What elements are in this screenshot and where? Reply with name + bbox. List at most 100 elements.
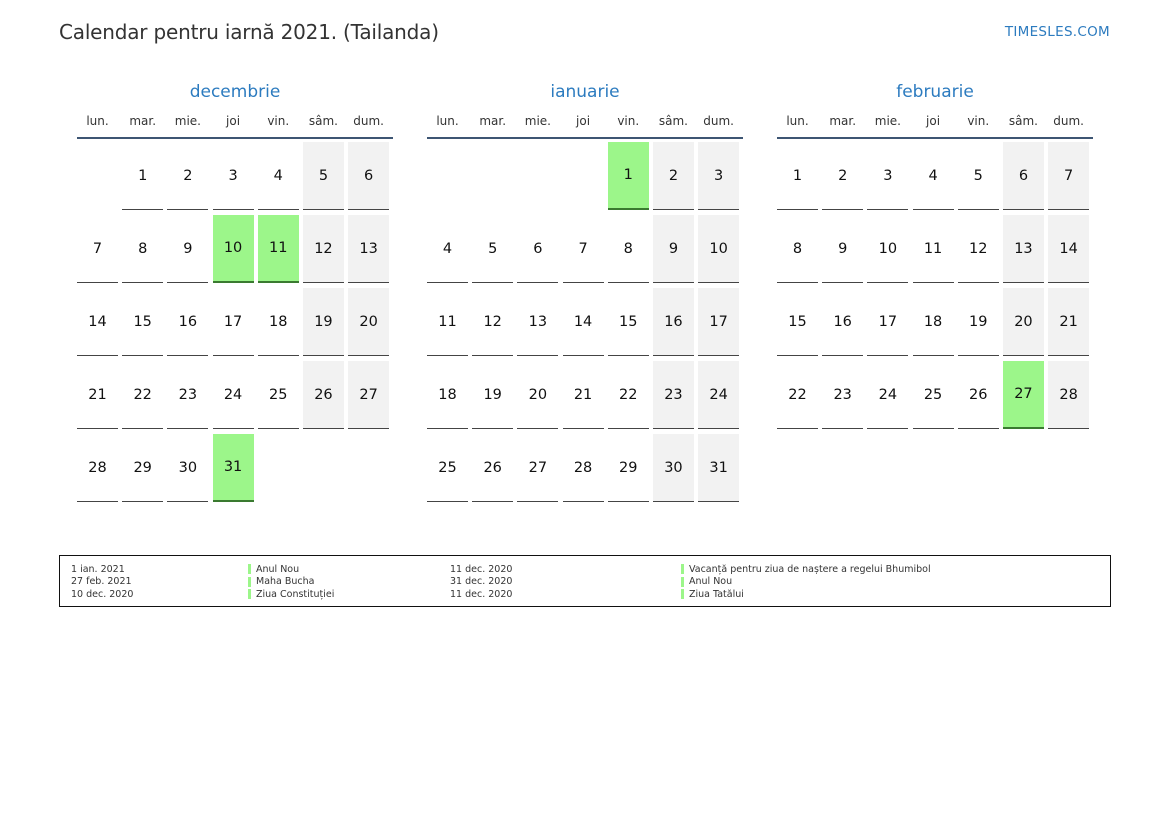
day-cell[interactable]: 13 [1002, 215, 1044, 283]
legend-date: 11 dec. 2020 [450, 563, 513, 575]
day-cell[interactable]: 1 [122, 142, 164, 210]
legend-item: Anul Nou [248, 563, 334, 576]
legend-names-right: Vacanță pentru ziua de naștere a regelui… [681, 563, 931, 601]
day-cell[interactable]: 25 [257, 361, 299, 429]
day-cell[interactable]: 18 [912, 288, 954, 356]
day-cell[interactable]: 5 [472, 215, 514, 283]
day-cell[interactable]: 9 [167, 215, 209, 283]
day-cell[interactable]: 12 [472, 288, 514, 356]
day-cell[interactable]: 20 [1002, 288, 1044, 356]
day-cell[interactable]: 27 [348, 361, 390, 429]
day-cell[interactable]: 19 [302, 288, 344, 356]
day-cell[interactable]: 24 [212, 361, 254, 429]
day-cell[interactable]: 27 [517, 434, 559, 502]
day-cell[interactable]: 28 [1048, 361, 1090, 429]
day-cell[interactable]: 21 [562, 361, 604, 429]
day-cell[interactable]: 23 [822, 361, 864, 429]
day-cell[interactable]: 30 [167, 434, 209, 502]
day-cell[interactable]: 3 [867, 142, 909, 210]
day-cell[interactable]: 14 [1048, 215, 1090, 283]
week-row: 28 29 30 31 [77, 434, 393, 502]
day-cell[interactable]: 2 [652, 142, 694, 210]
day-cell[interactable]: 14 [77, 288, 118, 356]
day-cell[interactable]: 15 [607, 288, 649, 356]
day-cell[interactable]: 28 [562, 434, 604, 502]
day-cell[interactable]: 28 [77, 434, 118, 502]
day-cell[interactable]: 11 [912, 215, 954, 283]
day-cell[interactable]: 2 [167, 142, 209, 210]
day-cell[interactable]: 22 [777, 361, 818, 429]
day-cell[interactable]: 3 [698, 142, 740, 210]
day-cell[interactable]: 9 [822, 215, 864, 283]
day-cell[interactable]: 8 [607, 215, 649, 283]
day-cell[interactable]: 26 [302, 361, 344, 429]
day-cell[interactable]: 6 [348, 142, 390, 210]
day-cell[interactable]: 23 [652, 361, 694, 429]
holiday-day-cell[interactable]: 11 [257, 215, 299, 283]
day-cell[interactable]: 15 [122, 288, 164, 356]
day-cell[interactable]: 16 [822, 288, 864, 356]
day-cell[interactable]: 26 [957, 361, 999, 429]
day-cell[interactable]: 4 [257, 142, 299, 210]
day-cell[interactable]: 17 [212, 288, 254, 356]
day-cell[interactable]: 23 [167, 361, 209, 429]
day-cell[interactable]: 20 [348, 288, 390, 356]
day-cell[interactable]: 15 [777, 288, 818, 356]
day-cell[interactable]: 16 [167, 288, 209, 356]
day-cell[interactable]: 8 [777, 215, 818, 283]
day-cell[interactable]: 21 [1048, 288, 1090, 356]
day-cell[interactable]: 16 [652, 288, 694, 356]
holiday-day-cell[interactable]: 31 [212, 434, 254, 502]
day-cell[interactable]: 10 [867, 215, 909, 283]
empty-day-cell [563, 142, 604, 210]
day-cell[interactable]: 14 [562, 288, 604, 356]
day-cell[interactable]: 24 [698, 361, 740, 429]
day-cell[interactable]: 19 [472, 361, 514, 429]
day-cell[interactable]: 10 [698, 215, 740, 283]
day-cell[interactable]: 17 [867, 288, 909, 356]
day-cell[interactable]: 4 [912, 142, 954, 210]
day-cell[interactable]: 11 [427, 288, 468, 356]
day-cell[interactable]: 13 [517, 288, 559, 356]
day-cell[interactable]: 6 [1002, 142, 1044, 210]
day-cell[interactable]: 13 [348, 215, 390, 283]
legend-date: 11 dec. 2020 [450, 588, 513, 600]
day-cell[interactable]: 7 [562, 215, 604, 283]
day-cell[interactable]: 29 [122, 434, 164, 502]
day-cell[interactable]: 25 [427, 434, 468, 502]
site-link[interactable]: TIMESLES.COM [1004, 24, 1110, 40]
holiday-day-cell[interactable]: 27 [1002, 361, 1044, 429]
day-cell[interactable]: 17 [698, 288, 740, 356]
day-cell[interactable]: 26 [472, 434, 514, 502]
day-cell[interactable]: 22 [122, 361, 164, 429]
day-cell[interactable]: 19 [957, 288, 999, 356]
day-cell[interactable]: 8 [122, 215, 164, 283]
week-row: 8 9 10 11 12 13 14 [777, 215, 1093, 283]
day-cell[interactable]: 31 [698, 434, 740, 502]
day-cell[interactable]: 21 [77, 361, 118, 429]
legend-item: Ziua Constituției [248, 588, 334, 601]
day-cell[interactable]: 3 [212, 142, 254, 210]
day-cell[interactable]: 2 [822, 142, 864, 210]
day-cell[interactable]: 24 [867, 361, 909, 429]
day-cell[interactable]: 25 [912, 361, 954, 429]
holiday-day-cell[interactable]: 1 [607, 142, 649, 210]
day-cell[interactable]: 12 [957, 215, 999, 283]
day-cell[interactable]: 7 [1048, 142, 1090, 210]
day-cell[interactable]: 18 [257, 288, 299, 356]
day-cell[interactable]: 12 [302, 215, 344, 283]
day-cell[interactable]: 5 [302, 142, 344, 210]
day-cell[interactable]: 5 [957, 142, 999, 210]
day-cell[interactable]: 30 [652, 434, 694, 502]
day-cell[interactable]: 29 [607, 434, 649, 502]
day-cell[interactable]: 1 [777, 142, 818, 210]
day-cell[interactable]: 20 [517, 361, 559, 429]
day-cell[interactable]: 22 [607, 361, 649, 429]
day-cell[interactable]: 4 [427, 215, 468, 283]
day-cell[interactable]: 18 [427, 361, 468, 429]
holiday-day-cell[interactable]: 10 [212, 215, 254, 283]
day-cell[interactable]: 6 [517, 215, 559, 283]
day-cell[interactable]: 9 [652, 215, 694, 283]
day-cell[interactable]: 7 [77, 215, 118, 283]
